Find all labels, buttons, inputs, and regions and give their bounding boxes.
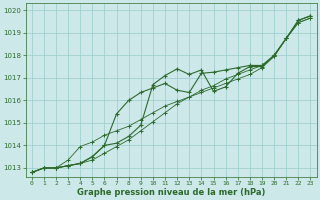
X-axis label: Graphe pression niveau de la mer (hPa): Graphe pression niveau de la mer (hPa) (77, 188, 265, 197)
